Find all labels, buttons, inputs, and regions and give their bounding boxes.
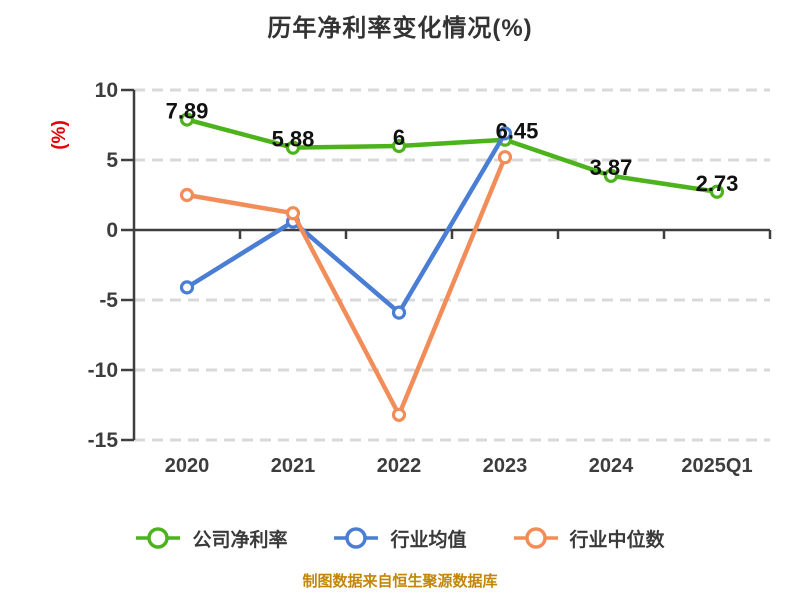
- legend-item-industry-median[interactable]: 行业中位数: [513, 524, 665, 552]
- legend-item-company[interactable]: 公司净利率: [135, 524, 287, 552]
- series-line-industry-median: [184, 154, 508, 418]
- data-point-label: 7.89: [166, 99, 209, 124]
- x-tick-label: 2023: [483, 455, 528, 477]
- data-point-industry-median: [391, 407, 407, 422]
- series-line-industry-average: [184, 131, 508, 315]
- data-point-label: 2.73: [696, 171, 739, 196]
- data-point-company: [391, 138, 407, 154]
- legend-item-industry-average[interactable]: 行业均值: [333, 524, 467, 552]
- legend-marker-company: [136, 527, 181, 549]
- series-line-company: [184, 117, 720, 195]
- data-point-label: 6: [393, 125, 405, 150]
- y-tick-label: 10: [95, 79, 118, 102]
- data-point-label: 6.45: [496, 119, 539, 144]
- x-tick-label: 2025Q1: [681, 455, 752, 477]
- data-point-industry-average: [497, 126, 513, 141]
- legend-label-industry-median: 行业中位数: [569, 529, 665, 551]
- chart-legend: 公司净利率 行业均值 行业中位数: [0, 520, 800, 556]
- legend-marker-industry-median: [513, 527, 558, 549]
- data-point-company: [179, 112, 195, 127]
- data-point-company: [285, 140, 301, 155]
- data-point-industry-median: [285, 206, 301, 221]
- y-tick-label: -5: [99, 289, 118, 312]
- chart-title: 历年净利率变化情况(%): [267, 15, 533, 42]
- data-point-industry-median: [497, 150, 513, 165]
- y-tick-label: -15: [88, 429, 119, 452]
- legend-label-industry-average: 行业均值: [390, 529, 467, 551]
- data-point-industry-average: [179, 280, 195, 295]
- legend-marker-industry-average: [334, 527, 379, 549]
- source-note: 制图数据来自恒生聚源数据库: [302, 573, 498, 590]
- x-tick-label: 2024: [589, 455, 634, 477]
- data-point-company: [603, 168, 619, 183]
- x-tick-label: 2020: [165, 455, 210, 477]
- y-tick-label: 5: [106, 149, 118, 172]
- data-point-label: 5.88: [272, 127, 315, 152]
- y-tick-label: 0: [106, 219, 118, 242]
- data-point-industry-average: [391, 305, 407, 320]
- data-point-industry-median: [179, 187, 195, 203]
- x-tick-label: 2021: [271, 455, 316, 477]
- x-tick-label: 2022: [377, 455, 422, 477]
- data-point-label: 3.87: [590, 155, 633, 180]
- legend-label-company: 公司净利率: [192, 529, 288, 551]
- y-tick-label: -10: [88, 359, 118, 382]
- data-point-company: [709, 184, 725, 199]
